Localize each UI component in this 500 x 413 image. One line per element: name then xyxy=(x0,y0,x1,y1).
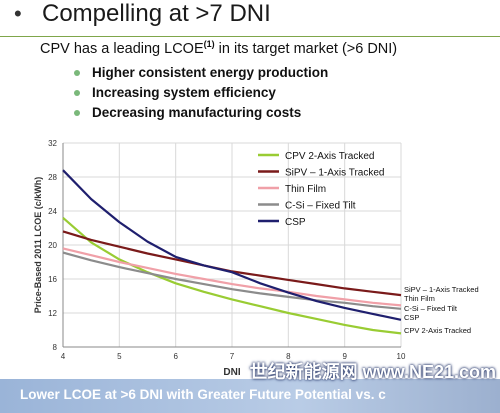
y-tick-label: 32 xyxy=(48,139,57,148)
y-tick-label: 8 xyxy=(53,343,58,352)
x-tick-label: 4 xyxy=(61,352,66,361)
end-label-csi: C-Si – Fixed Tilt xyxy=(404,304,458,313)
y-tick-label: 16 xyxy=(48,275,57,284)
x-axis-title: DNI xyxy=(223,367,240,378)
bullet-text: Decreasing manufacturing costs xyxy=(92,105,302,120)
series-line-thinfilm xyxy=(62,247,402,307)
end-label-cpv: CPV 2-Axis Tracked xyxy=(404,326,471,335)
bullet-dot-icon xyxy=(74,110,80,116)
bullet-dot-icon xyxy=(74,90,80,96)
footer-text: Lower LCOE at >6 DNI with Greater Future… xyxy=(20,387,386,402)
y-axis-title: Price-Based 2011 LCOE (c/kWh) xyxy=(33,177,43,314)
y-tick-label: 12 xyxy=(48,309,57,318)
slide-title: • Compelling at >7 DNI xyxy=(14,0,271,28)
footer-banner: Lower LCOE at >6 DNI with Greater Future… xyxy=(0,379,500,413)
legend-label-csp: CSP xyxy=(285,217,306,228)
legend-label-thinfilm: Thin Film xyxy=(285,184,326,195)
bullet-item: Decreasing manufacturing costs xyxy=(74,103,328,123)
end-label-thinfilm: Thin Film xyxy=(404,294,435,303)
bullet-text: Increasing system efficiency xyxy=(92,85,276,100)
bullet-text: Higher consistent energy production xyxy=(92,65,329,80)
legend-label-cpv: CPV 2-Axis Tracked xyxy=(285,151,374,162)
bullet-dot-icon xyxy=(74,70,80,76)
series-line-csp xyxy=(62,169,402,321)
watermark: 世纪新能源网 www.NE21.com xyxy=(249,362,496,382)
bullet-list: Higher consistent energy production Incr… xyxy=(74,63,328,123)
x-tick-label: 8 xyxy=(286,352,291,361)
series-line-cpv xyxy=(62,216,402,335)
legend-label-sipv: SiPV – 1-Axis Tracked xyxy=(285,168,384,179)
bullet-item: Increasing system efficiency xyxy=(74,83,328,103)
title-bullet: • xyxy=(14,1,22,26)
title-text: Compelling at >7 DNI xyxy=(42,0,271,27)
bullet-item: Higher consistent energy production xyxy=(74,63,328,83)
x-tick-label: 6 xyxy=(173,352,178,361)
subtitle: CPV has a leading LCOE(1) in its target … xyxy=(40,39,397,57)
x-tick-label: 9 xyxy=(342,352,347,361)
end-label-sipv: SiPV – 1-Axis Tracked xyxy=(404,285,479,294)
subtitle-tail: in its target market (>6 DNI) xyxy=(214,40,398,57)
end-label-csp: CSP xyxy=(404,313,419,322)
x-tick-label: 10 xyxy=(397,352,406,361)
y-tick-label: 20 xyxy=(48,241,57,250)
x-tick-label: 5 xyxy=(117,352,122,361)
y-tick-label: 24 xyxy=(48,207,57,216)
legend-label-csi: C-Si – Fixed Tilt xyxy=(285,201,356,212)
series-line-csi xyxy=(62,251,402,310)
x-tick-label: 7 xyxy=(230,352,235,361)
y-tick-label: 28 xyxy=(48,173,57,182)
title-divider xyxy=(0,36,500,37)
subtitle-footnote-mark: (1) xyxy=(203,39,215,49)
subtitle-main: CPV has a leading LCOE xyxy=(40,40,204,57)
